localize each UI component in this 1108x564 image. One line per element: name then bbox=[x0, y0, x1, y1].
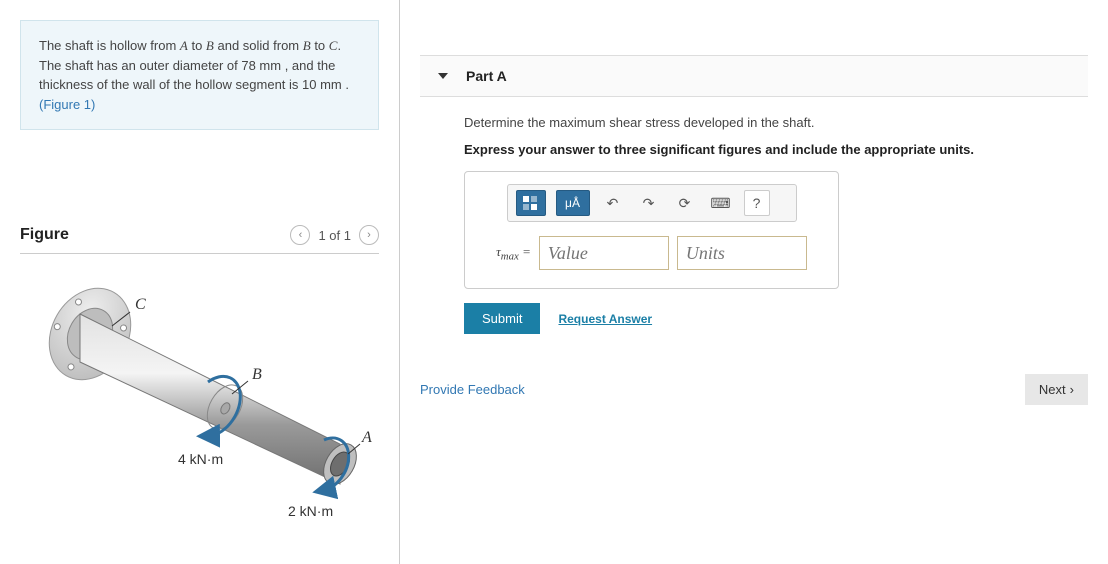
submit-button[interactable]: Submit bbox=[464, 303, 540, 334]
keyboard-button[interactable]: ⌨ bbox=[708, 190, 734, 216]
equation-row: τmax = bbox=[479, 236, 824, 270]
redo-button[interactable]: ↷ bbox=[636, 190, 662, 216]
text: . bbox=[342, 77, 349, 92]
reset-button[interactable]: ⟳ bbox=[672, 190, 698, 216]
answer-box: μÅ ↶ ↷ ⟳ ⌨ ? τmax = bbox=[464, 171, 839, 289]
next-button[interactable]: Next › bbox=[1025, 374, 1088, 405]
var-a: A bbox=[180, 38, 188, 53]
equation-label: τmax = bbox=[496, 244, 531, 263]
part-label: Part A bbox=[466, 68, 507, 84]
left-column: The shaft is hollow from A to B and soli… bbox=[0, 0, 400, 564]
figure-header: Figure ‹ 1 of 1 › bbox=[20, 225, 379, 254]
value-input[interactable] bbox=[539, 236, 669, 270]
figure-link[interactable]: (Figure 1) bbox=[39, 97, 95, 112]
text: to bbox=[188, 38, 206, 53]
part-body: Determine the maximum shear stress devel… bbox=[420, 97, 1088, 334]
figure-counter: 1 of 1 bbox=[318, 228, 351, 243]
templates-button[interactable] bbox=[516, 190, 546, 216]
chevron-down-icon bbox=[438, 73, 448, 79]
answer-toolbar: μÅ ↶ ↷ ⟳ ⌨ ? bbox=[507, 184, 797, 222]
text: The shaft is hollow from bbox=[39, 38, 180, 53]
figure-prev-button[interactable]: ‹ bbox=[290, 225, 310, 245]
text: and solid from bbox=[214, 38, 303, 53]
figure-section: Figure ‹ 1 of 1 › bbox=[20, 225, 379, 547]
footer-row: Provide Feedback Next › bbox=[420, 374, 1088, 405]
part-header[interactable]: Part A bbox=[420, 55, 1088, 97]
figure-nav: ‹ 1 of 1 › bbox=[290, 225, 379, 245]
var-b2: B bbox=[303, 38, 311, 53]
provide-feedback-link[interactable]: Provide Feedback bbox=[420, 382, 525, 397]
label-a: A bbox=[361, 429, 372, 446]
figure-next-button[interactable]: › bbox=[359, 225, 379, 245]
instruction-text: Express your answer to three significant… bbox=[464, 142, 1070, 157]
problem-statement: The shaft is hollow from A to B and soli… bbox=[20, 20, 379, 130]
undo-button[interactable]: ↶ bbox=[600, 190, 626, 216]
label-c: C bbox=[135, 296, 146, 313]
torque-a-label: 2 kN·m bbox=[288, 503, 333, 519]
unit: mm bbox=[259, 58, 281, 73]
actions-row: Submit Request Answer bbox=[464, 303, 1070, 334]
request-answer-link[interactable]: Request Answer bbox=[558, 312, 652, 326]
torque-b-label: 4 kN·m bbox=[178, 451, 223, 467]
figure-diagram: C B A 4 kN·m 2 kN·m bbox=[20, 274, 380, 544]
units-tool-button[interactable]: μÅ bbox=[556, 190, 590, 216]
units-input[interactable] bbox=[677, 236, 807, 270]
var-b: B bbox=[206, 38, 214, 53]
text: to bbox=[311, 38, 329, 53]
label-b: B bbox=[252, 366, 262, 383]
help-button[interactable]: ? bbox=[744, 190, 770, 216]
question-text: Determine the maximum shear stress devel… bbox=[464, 115, 1070, 130]
next-label: Next bbox=[1039, 382, 1066, 397]
right-column: Part A Determine the maximum shear stres… bbox=[400, 0, 1108, 564]
unit: mm bbox=[320, 77, 342, 92]
chevron-right-icon: › bbox=[1070, 382, 1074, 397]
figure-title: Figure bbox=[20, 226, 69, 244]
